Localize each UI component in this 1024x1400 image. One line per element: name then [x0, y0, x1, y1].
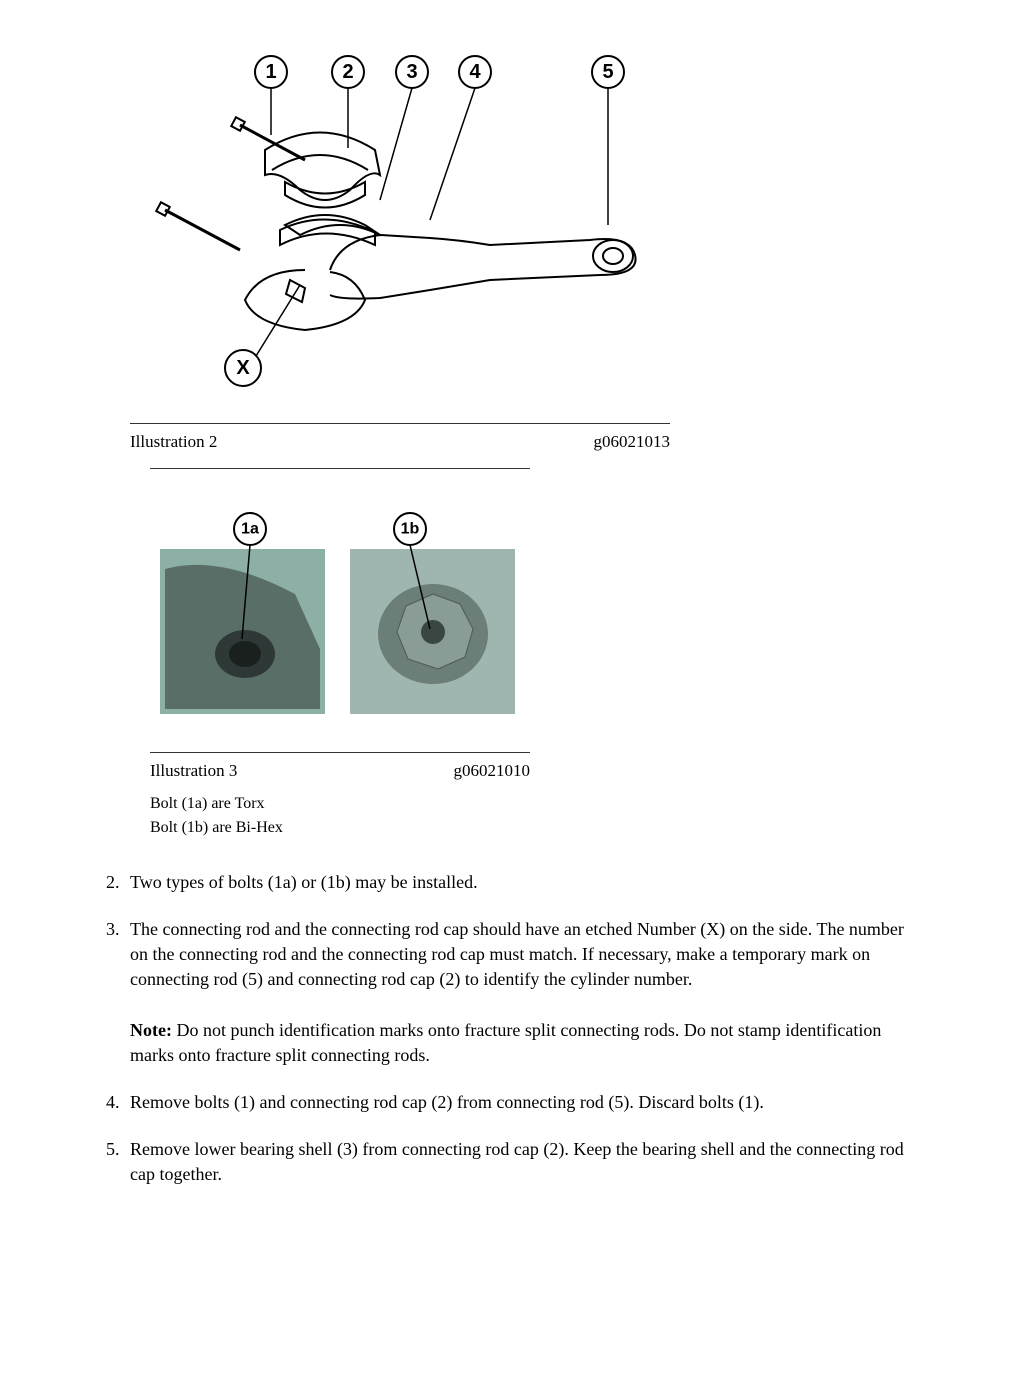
callout-3: 3 — [406, 61, 417, 83]
step-3-text: The connecting rod and the connecting ro… — [130, 919, 904, 989]
step-5: Remove lower bearing shell (3) from conn… — [124, 1137, 924, 1187]
illustration-3: 1a 1b Illustration 3 g06021010 Bolt (1a)… — [150, 499, 530, 840]
illustration-3-label: Illustration 3 — [150, 759, 237, 783]
step-2: Two types of bolts (1a) or (1b) may be i… — [124, 870, 924, 895]
illustration-3-code: g06021010 — [454, 759, 531, 783]
step-3: The connecting rod and the connecting ro… — [124, 917, 924, 1068]
step-4: Remove bolts (1) and connecting rod cap … — [124, 1090, 924, 1115]
illustration-3-subcaption-2: Bolt (1b) are Bi-Hex — [150, 817, 530, 839]
illustration-2-image: 1 2 3 4 5 X — [130, 40, 670, 417]
callout-4: 4 — [469, 61, 481, 83]
step-2-text: Two types of bolts (1a) or (1b) may be i… — [130, 872, 478, 892]
illustration-2: 1 2 3 4 5 X Illustration 2 g06021013 — [130, 40, 670, 469]
step-3-note: Do not punch identification marks onto f… — [130, 1020, 881, 1065]
step-4-text: Remove bolts (1) and connecting rod cap … — [130, 1092, 764, 1112]
step-3-note-prefix: Note: — [130, 1020, 172, 1040]
callout-1: 1 — [265, 61, 276, 83]
callout-5: 5 — [602, 61, 613, 83]
procedure-steps: Two types of bolts (1a) or (1b) may be i… — [100, 870, 924, 1188]
callout-2: 2 — [342, 61, 353, 83]
illustration-3-subcaption-1: Bolt (1a) are Torx — [150, 793, 530, 815]
illustration-2-code: g06021013 — [594, 430, 671, 454]
illustration-2-label: Illustration 2 — [130, 430, 217, 454]
callout-1a: 1a — [241, 520, 259, 537]
callout-1b: 1b — [401, 520, 420, 537]
divider — [150, 468, 530, 469]
illustration-3-image: 1a 1b — [150, 499, 530, 746]
callout-x: X — [236, 357, 250, 379]
step-5-text: Remove lower bearing shell (3) from conn… — [130, 1139, 904, 1184]
